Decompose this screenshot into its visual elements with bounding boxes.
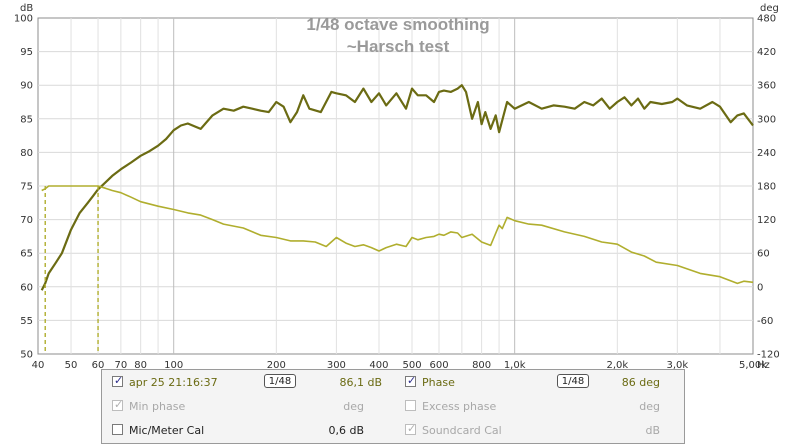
y-right-tick-label: 240 (757, 148, 776, 159)
y-left-tick-label: 60 (20, 282, 33, 293)
excess-phase-unit: deg (639, 400, 660, 413)
min-phase-unit: deg (343, 400, 364, 413)
x-tick-label: 100 (164, 360, 183, 370)
phase-smoothing-selector[interactable]: 1/48 (557, 374, 589, 388)
mic-cal-label: Mic/Meter Cal (129, 424, 205, 437)
y-right-tick-label: 120 (757, 215, 776, 226)
x-tick-label: 2,0k (606, 360, 628, 370)
chart-subtitle: ~Harsch test (347, 37, 450, 56)
min-phase-checkbox[interactable]: ✓ (112, 398, 124, 411)
mic-cal-checkbox[interactable] (112, 424, 123, 435)
series-group (40, 84, 754, 354)
y-left-tick-label: 55 (20, 316, 33, 327)
x-tick-label: 1,0k (504, 360, 526, 370)
x-tick-label: 80 (134, 360, 147, 370)
y-left-tick-label: 85 (20, 114, 33, 125)
legend-row-min-phase: ✓ Min phase deg Excess phase deg (102, 396, 684, 418)
x-tick-label: 40 (32, 360, 45, 370)
y-right-tick-label: 300 (757, 114, 776, 125)
check-icon: ✓ (114, 374, 124, 387)
phase-value: 86 deg (621, 376, 660, 389)
left-axis-unit: dB (20, 3, 33, 14)
x-tick-label: 200 (267, 360, 286, 370)
y-right-tick-label: -60 (757, 316, 773, 327)
measurement-name: apr 25 21:16:37 (129, 376, 218, 389)
y-left-tick-label: 70 (20, 215, 33, 226)
phase-series-line (41, 185, 754, 285)
x-tick-label: 5,00k (739, 360, 767, 370)
x-tick-label: 800 (472, 360, 491, 370)
y-right-tick-label: 360 (757, 81, 776, 92)
soundcard-cal-checkbox[interactable]: ✓ (405, 422, 417, 435)
y-right-tick-label: 180 (757, 182, 776, 193)
x-tick-label: 3,0k (667, 360, 689, 370)
phase-label: Phase (422, 376, 455, 389)
x-tick-label: 400 (369, 360, 388, 370)
y-right-tick-label: 480 (757, 14, 776, 25)
y-right-tick-label: -120 (757, 350, 780, 361)
mic-cal-value: 0,6 dB (328, 424, 364, 437)
spl-series-line (40, 84, 754, 291)
legend-row-calibration: Mic/Meter Cal 0,6 dB ✓ Soundcard Cal dB (102, 420, 684, 442)
frequency-response-chart: 100 95 90 85 80 75 70 65 60 55 50 480 420 360 300 240 18… (14, 3, 780, 371)
y-left-tick-label: 80 (20, 148, 33, 159)
soundcard-cal-unit: dB (645, 424, 660, 437)
excess-phase-checkbox[interactable] (405, 400, 416, 411)
y-left-tick-label: 75 (20, 182, 33, 193)
x-tick-label: 600 (429, 360, 448, 370)
y-left-tick-label: 65 (20, 249, 33, 260)
x-tick-label: 70 (115, 360, 128, 370)
x-axis-unit: Hz (757, 360, 770, 370)
y-left-tick-label: 100 (14, 14, 33, 25)
smoothing-selector[interactable]: 1/48 (264, 374, 296, 388)
x-tick-label: 500 (402, 360, 421, 370)
phase-checkbox[interactable]: ✓ (405, 374, 417, 387)
x-tick-label: 50 (65, 360, 78, 370)
check-icon: ✓ (114, 398, 124, 411)
x-tick-label: 60 (92, 360, 105, 370)
legend-panel: ✓ apr 25 21:16:37 1/48 86,1 dB ✓ Phase 1… (101, 369, 685, 444)
soundcard-cal-label: Soundcard Cal (422, 424, 502, 437)
excess-phase-label: Excess phase (422, 400, 497, 413)
y-right-tick-label: 420 (757, 47, 776, 58)
chart-title: 1/48 octave smoothing (306, 15, 489, 34)
y-right-tick-label: 0 (757, 282, 763, 293)
measurement-value: 86,1 dB (339, 376, 382, 389)
legend-row-measurement: ✓ apr 25 21:16:37 1/48 86,1 dB ✓ Phase 1… (102, 372, 684, 394)
check-icon: ✓ (407, 374, 417, 387)
y-left-tick-label: 95 (20, 47, 33, 58)
y-left-tick-label: 90 (20, 81, 33, 92)
measurement-checkbox[interactable]: ✓ (112, 374, 124, 387)
y-right-tick-label: 60 (757, 249, 770, 260)
axis-ticks: 100 95 90 85 80 75 70 65 60 55 50 480 420 360 300 240 18… (14, 14, 780, 371)
x-tick-label: 300 (327, 360, 346, 370)
right-axis-unit: deg (760, 3, 779, 14)
y-left-tick-label: 50 (20, 350, 33, 361)
check-icon: ✓ (407, 422, 417, 435)
min-phase-label: Min phase (129, 400, 186, 413)
